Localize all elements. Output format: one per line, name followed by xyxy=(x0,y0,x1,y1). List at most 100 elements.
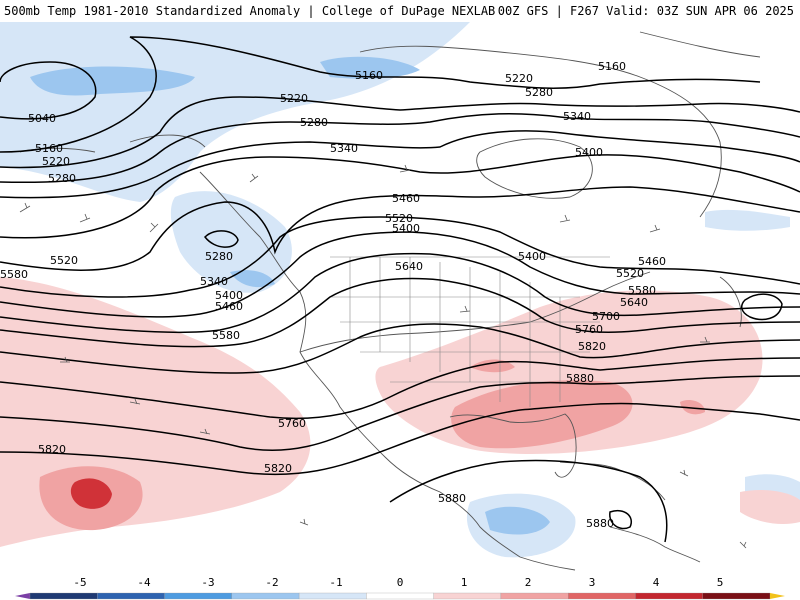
colorbar-tick-label: -4 xyxy=(137,576,151,589)
contour-label: 5520 xyxy=(385,212,413,225)
contour-label: 5700 xyxy=(592,310,620,323)
wind-barb xyxy=(199,428,211,435)
contour-label: 5760 xyxy=(575,323,603,336)
colorbar-segment xyxy=(231,592,300,600)
coastline xyxy=(639,31,761,58)
colorbar-segment xyxy=(29,592,98,600)
contour-label: 5280 xyxy=(525,86,553,99)
colorbar-segment xyxy=(97,592,165,600)
contour-label: 5160 xyxy=(35,142,63,155)
contour-label: 5880 xyxy=(566,372,594,385)
contour-line xyxy=(0,96,800,169)
contour-label: 5220 xyxy=(505,72,533,85)
coastline xyxy=(299,271,651,353)
contour-line xyxy=(740,293,783,321)
colorbar-tick-label: 0 xyxy=(397,576,404,589)
contour-line xyxy=(389,459,668,543)
colorbar-tick-label: 4 xyxy=(653,576,660,589)
colorbar-segment xyxy=(635,592,703,600)
contour-label: 5520 xyxy=(50,254,78,267)
contour-line xyxy=(204,230,239,248)
wind-barb xyxy=(649,224,661,233)
negative-anomaly-area xyxy=(170,191,292,293)
height-contours xyxy=(0,36,800,543)
wind-barb xyxy=(299,518,309,526)
coastline xyxy=(719,276,742,328)
contour-label: 5400 xyxy=(215,289,243,302)
positive-anomaly-area xyxy=(740,489,800,524)
contour-label: 5460 xyxy=(638,255,666,268)
contour-line xyxy=(0,154,800,239)
colorbar-min-arrow xyxy=(15,593,30,599)
contour-label: 5280 xyxy=(300,116,328,129)
contour-label: 5820 xyxy=(264,462,292,475)
negative-anomaly-area xyxy=(705,209,790,231)
wind-barb xyxy=(459,305,471,313)
contour-label: 5880 xyxy=(438,492,466,505)
contour-line xyxy=(0,36,761,153)
coastline xyxy=(449,413,577,478)
positive-anomaly-core xyxy=(451,380,633,449)
coastlines xyxy=(19,31,761,571)
contour-label: 5160 xyxy=(355,69,383,82)
colorbar-segment xyxy=(433,592,502,600)
positive-anomaly-core xyxy=(680,400,705,415)
colorbar-segment xyxy=(500,592,569,600)
coastline xyxy=(609,526,701,563)
anomaly-colorbar: -5 -4 -3 -2 -1 0 1 2 3 4 5 xyxy=(15,576,785,600)
colorbar-segment xyxy=(568,592,636,600)
wind-barb xyxy=(19,202,31,213)
colorbar-tick-label: 3 xyxy=(589,576,596,589)
contour-label: 5220 xyxy=(42,155,70,168)
contour-label: 5880 xyxy=(586,517,614,530)
contour-label: 5340 xyxy=(563,110,591,123)
contour-line xyxy=(0,357,800,420)
contour-line xyxy=(0,186,800,271)
contour-label: 5760 xyxy=(278,417,306,430)
positive-anomaly-core xyxy=(470,359,515,373)
colorbar-segment xyxy=(366,592,434,600)
colorbar-tick-label: -1 xyxy=(329,576,342,589)
wind-barb xyxy=(739,541,747,549)
weather-map: 5160 5220 5280 5340 5400 5040 5160 5220 … xyxy=(0,22,800,571)
contour-line xyxy=(0,252,800,334)
contour-line xyxy=(0,216,800,298)
contour-label: 5280 xyxy=(205,250,233,263)
wind-barb xyxy=(79,213,91,223)
colorbar-tick-label: -2 xyxy=(265,576,278,589)
colorbar-segment xyxy=(702,592,771,600)
contour-label: 5820 xyxy=(578,340,606,353)
wind-barb xyxy=(679,469,689,477)
contour-label: 5520 xyxy=(616,267,644,280)
contour-label: 5460 xyxy=(392,192,420,205)
contour-label: 5220 xyxy=(280,92,308,105)
contour-line xyxy=(609,510,632,530)
colorbar-segment xyxy=(164,592,232,600)
coastline xyxy=(439,491,576,571)
colorbar-max-arrow xyxy=(770,593,785,599)
contour-line xyxy=(0,375,800,451)
contour-label: 5340 xyxy=(330,142,358,155)
contour-label: 5580 xyxy=(212,329,240,342)
colorbar-tick-label: 5 xyxy=(717,576,724,589)
contour-label: 5280 xyxy=(48,172,76,185)
positive-anomaly-peak xyxy=(70,478,112,509)
contour-line xyxy=(0,130,800,199)
contour-line xyxy=(0,112,800,184)
model-valid-time: 00Z GFS | F267 Valid: 03Z SUN APR 06 202… xyxy=(497,4,794,18)
contour-label: 5160 xyxy=(598,60,626,73)
wind-barb xyxy=(700,336,710,343)
contour-label: 5580 xyxy=(628,284,656,297)
header-bar: 500mb Temp 1981-2010 Standardized Anomal… xyxy=(0,0,800,22)
wind-barb xyxy=(559,214,571,223)
wind-barb xyxy=(60,356,70,363)
contour-label: 5340 xyxy=(200,275,228,288)
wind-barbs xyxy=(19,164,747,549)
contour-line xyxy=(0,231,800,318)
contour-label: 5820 xyxy=(38,443,66,456)
coastline xyxy=(129,134,206,148)
wind-barb xyxy=(149,222,159,233)
contour-label: 5400 xyxy=(392,222,420,235)
colorbar-tick-label: -5 xyxy=(73,576,86,589)
